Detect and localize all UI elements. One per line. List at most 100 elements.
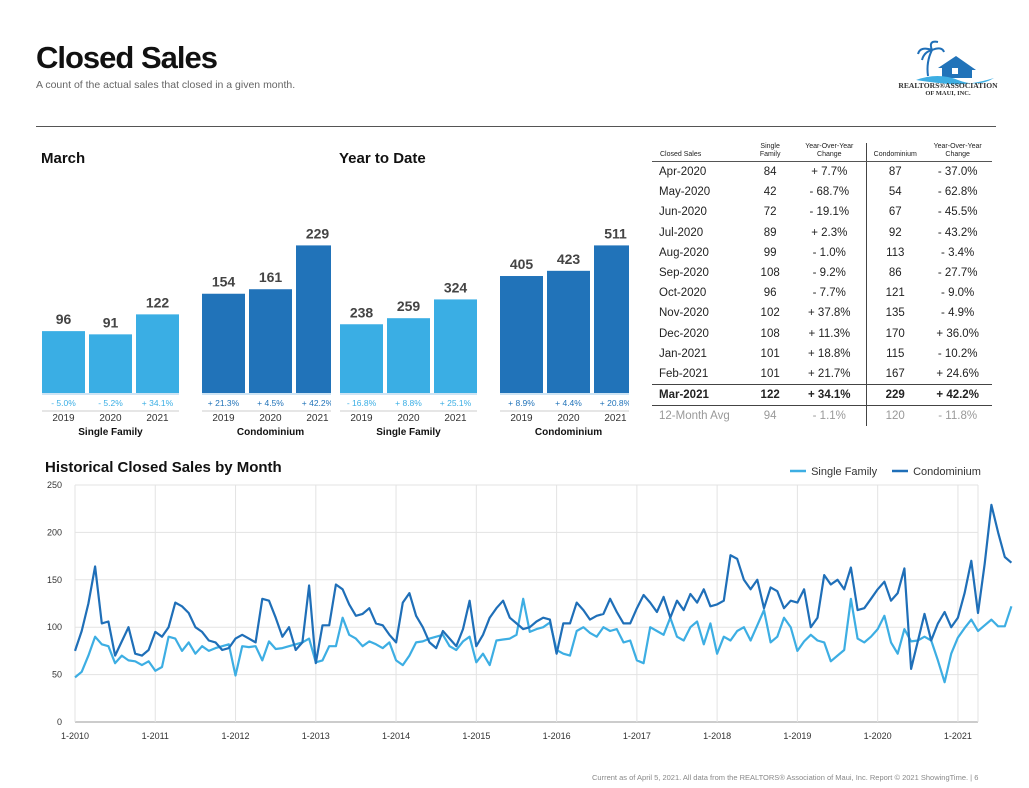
march-value-1-2: 229 <box>306 225 330 241</box>
ytd-value-1-2: 511 <box>604 225 627 241</box>
x-tick-label: 1-2017 <box>623 731 651 741</box>
table-row: Jun-2020 72 - 19.1% 67 - 45.5% <box>652 202 992 223</box>
table-row: Aug-2020 99 - 1.0% 113 - 3.4% <box>652 242 992 263</box>
march-group-label-0: Single Family <box>78 427 143 438</box>
palm-tree-icon <box>917 40 945 77</box>
x-tick-label: 1-2010 <box>61 731 89 741</box>
table-cell: 170 <box>866 323 924 344</box>
table-cell: - 10.2% <box>937 347 978 360</box>
x-tick-label: 1-2018 <box>703 731 731 741</box>
march-year-1-1: 2020 <box>259 413 282 424</box>
table-cell: - 27.7% <box>937 267 978 280</box>
table-cell: Aug-2020 <box>659 246 709 259</box>
table-row: Sep-2020 108 - 9.2% 86 - 27.7% <box>652 262 992 284</box>
house-icon <box>938 56 976 78</box>
table-cell: 89 <box>763 226 777 239</box>
table-cell: - 7.7% <box>812 287 846 300</box>
march-year-0-0: 2019 <box>52 413 75 424</box>
ytd-value-0-1: 259 <box>397 298 421 314</box>
march-bar-1-1 <box>249 289 292 393</box>
header-divider <box>36 126 996 127</box>
th-condominium: Condominium <box>866 143 924 162</box>
table-cell: 54 <box>866 182 924 203</box>
ytd-year-0-2: 2021 <box>444 413 467 424</box>
ytd-value-0-2: 324 <box>444 279 468 295</box>
table-cell: - 3.4% <box>941 246 975 259</box>
x-tick-label: 1-2014 <box>382 731 410 741</box>
y-tick-label: 250 <box>47 480 62 490</box>
x-tick-label: 1-2016 <box>543 731 571 741</box>
march-bar-0-2 <box>136 314 179 393</box>
ytd-bar-1-0 <box>500 276 543 393</box>
march-bar-0-1 <box>89 334 132 393</box>
ytd-value-1-0: 405 <box>510 256 534 272</box>
table-cell: 101 <box>760 347 780 360</box>
table-cell: 12-Month Avg <box>659 410 730 423</box>
table-cell: 115 <box>866 343 924 364</box>
series-line-condominium <box>73 503 1013 670</box>
table-cell: Sep-2020 <box>659 267 709 280</box>
table-cell: Feb-2021 <box>659 367 709 380</box>
ytd-year-1-0: 2019 <box>510 413 533 424</box>
footer-note: Current as of April 5, 2021. All data fr… <box>592 773 979 782</box>
y-tick-label: 100 <box>47 622 62 632</box>
march-change-1-1: + 4.5% <box>257 398 284 408</box>
x-tick-label: 1-2020 <box>864 731 892 741</box>
logo-text-1: REALTORS®ASSOCIATION <box>898 81 998 90</box>
x-tick-label: 1-2021 <box>944 731 972 741</box>
table-cell: 120 <box>866 405 924 427</box>
table-row: 12-Month Avg 94 - 1.1% 120 - 11.8% <box>652 405 992 427</box>
table-cell: 92 <box>866 222 924 243</box>
page-subtitle: A count of the actual sales that closed … <box>36 79 296 91</box>
table-cell: Dec-2020 <box>659 327 709 340</box>
table-row: Nov-2020 102 + 37.8% 135 - 4.9% <box>652 303 992 324</box>
ytd-value-0-0: 238 <box>350 304 374 320</box>
legend-sf-swatch <box>790 469 806 473</box>
ytd-title: Year to Date <box>339 150 426 167</box>
historical-line-chart: 0 50 100 150 200 250 1-2010 1-2011 1-2012 1-2013 1… <box>47 480 1013 741</box>
table-cell: 229 <box>866 384 924 407</box>
table-cell: 67 <box>866 202 924 223</box>
table-cell: + 24.6% <box>936 367 979 380</box>
table-cell: Nov-2020 <box>659 307 709 320</box>
table-cell: 113 <box>866 242 924 263</box>
table-row: Feb-2021 101 + 21.7% 167 + 24.6% <box>652 363 992 385</box>
table-cell: + 7.7% <box>811 166 848 179</box>
ytd-bar-0-1 <box>387 318 430 393</box>
table-cell: Jul-2020 <box>659 226 704 239</box>
march-value-0-0: 96 <box>56 311 72 327</box>
series-line-single-family <box>74 597 1013 684</box>
table-cell: 167 <box>866 363 924 385</box>
legend-single-family: Single Family <box>790 466 877 478</box>
table-cell: Mar-2021 <box>652 384 748 407</box>
table-cell: 108 <box>760 327 780 340</box>
table-cell: 101 <box>760 367 780 380</box>
table-cell: - 9.0% <box>941 287 975 300</box>
ytd-bar-0-0 <box>340 324 383 393</box>
x-tick-label: 1-2013 <box>302 731 330 741</box>
march-bar-1-0 <box>202 293 245 393</box>
march-change-0-1: - 5.2% <box>98 398 123 408</box>
table-cell: - 1.0% <box>812 246 846 259</box>
march-year-1-2: 2021 <box>306 413 329 424</box>
table-cell: - 43.2% <box>937 226 978 239</box>
table-cell: - 9.2% <box>812 267 846 280</box>
ytd-change-1-2: + 20.8% <box>600 398 629 408</box>
table-cell: Jun-2020 <box>659 206 707 219</box>
th-single-family: Single Family <box>747 143 793 162</box>
table-cell: 96 <box>763 287 777 300</box>
table-cell: - 4.9% <box>941 307 975 320</box>
table-cell: Jan-2021 <box>659 347 707 360</box>
march-value-1-0: 154 <box>212 274 236 290</box>
wave-icon <box>916 76 994 85</box>
march-year-0-1: 2020 <box>99 413 122 424</box>
table-row: Mar-2021 122 + 34.1% 229 + 42.2% <box>652 384 992 407</box>
march-value-0-2: 122 <box>146 294 170 310</box>
ytd-change-0-0: - 16.8% <box>347 398 377 408</box>
legend-sf-label: Single Family <box>811 466 878 478</box>
legend-condo-label: Condominium <box>913 466 981 478</box>
historical-title: Historical Closed Sales by Month <box>45 459 282 476</box>
march-year-0-2: 2021 <box>146 413 169 424</box>
ytd-year-0-0: 2019 <box>350 413 373 424</box>
